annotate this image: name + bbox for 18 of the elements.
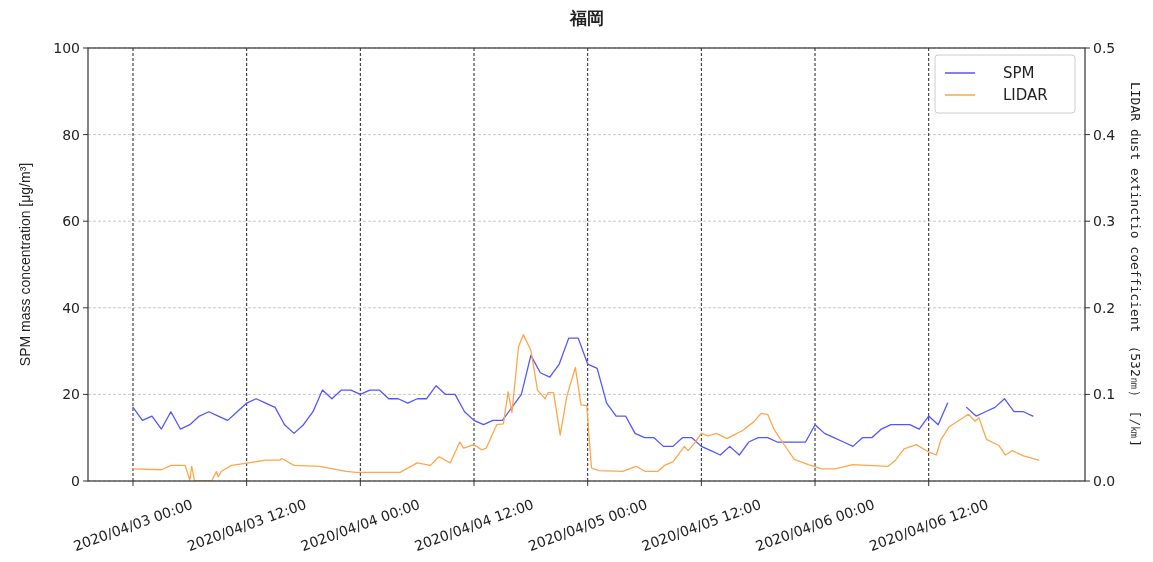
y-tick-label: 20 (62, 386, 80, 403)
legend-label: LIDAR (1003, 86, 1048, 104)
y-tick-label: 60 (62, 213, 80, 230)
y-tick-label: 80 (62, 126, 80, 143)
y-tick-label: 40 (62, 299, 80, 316)
chart-title: 福岡 (568, 8, 604, 28)
line-series (132, 334, 1040, 481)
y2-tick-label: 0.1 (1093, 386, 1116, 403)
y-axis-title: SPM mass concentration [μg/m³] (17, 162, 33, 367)
y2-axis-title: LIDAR dust extinctio coefficient （532㎚） [/㎞] (1128, 81, 1143, 448)
y-tick-label: 100 (53, 40, 80, 56)
y2-tick-label: 0.5 (1093, 40, 1116, 56)
legend-label: SPM (1003, 64, 1035, 82)
y-tick-label: 0 (71, 473, 80, 489)
y2-tick-label: 0.4 (1093, 126, 1116, 143)
y2-tick-label: 0.2 (1093, 299, 1116, 316)
y2-tick-label: 0.3 (1093, 213, 1116, 230)
y2-tick-label: 0.0 (1093, 473, 1116, 489)
